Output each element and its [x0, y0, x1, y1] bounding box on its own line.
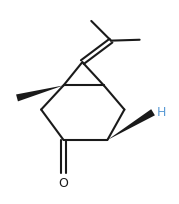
Polygon shape	[16, 86, 64, 102]
Text: H: H	[156, 105, 166, 119]
Text: O: O	[59, 176, 69, 189]
Polygon shape	[107, 110, 155, 140]
